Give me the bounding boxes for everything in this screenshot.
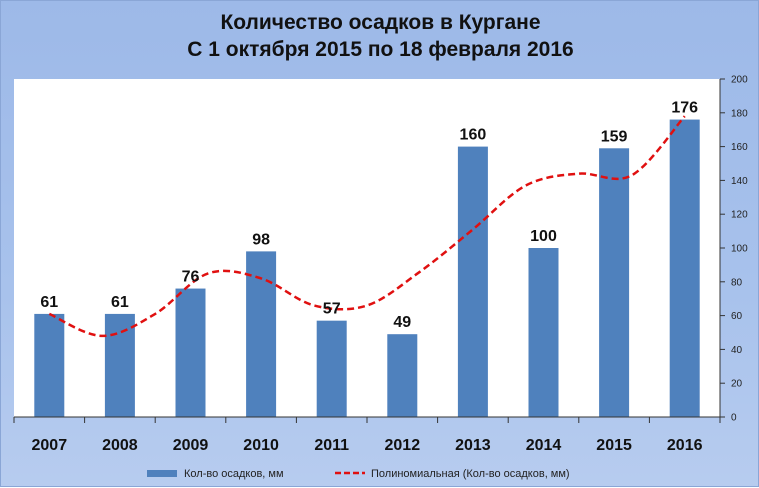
x-tick-label-2009: 2009 — [173, 437, 209, 454]
y-tick-label: 40 — [731, 345, 743, 356]
data-label-2015: 159 — [601, 128, 628, 145]
x-tick-label-2010: 2010 — [243, 437, 279, 454]
chart-title: Количество осадков в Кургане С 1 октября… — [1, 9, 759, 63]
bar-2007 — [34, 313, 65, 417]
data-label-2012: 49 — [393, 314, 411, 331]
chart-title-line-1: Количество осадков в Кургане — [220, 11, 541, 34]
legend: Кол-во осадков, мм Полиномиальная (Кол-во… — [147, 468, 570, 480]
bar-2008 — [104, 313, 135, 417]
bar-2013 — [457, 146, 488, 417]
x-tick-label-2015: 2015 — [596, 437, 632, 454]
trendline — [48, 115, 686, 338]
trendline-group — [48, 115, 686, 338]
bar-2014 — [528, 248, 559, 417]
y-tick-label: 140 — [731, 176, 748, 187]
y-tick-label: 20 — [731, 379, 743, 390]
data-label-2013: 160 — [460, 127, 487, 144]
y-tick-label: 60 — [731, 311, 743, 322]
x-tick-label-2012: 2012 — [385, 437, 421, 454]
x-tick-label-2016: 2016 — [667, 437, 703, 454]
data-label-2016: 176 — [671, 100, 698, 117]
bar-2015 — [599, 148, 630, 418]
x-tick-label-2008: 2008 — [102, 437, 138, 454]
x-tick-label-2013: 2013 — [455, 437, 491, 454]
data-label-2008: 61 — [111, 294, 129, 311]
y-tick-label: 80 — [731, 277, 743, 288]
bar-2012 — [387, 334, 418, 417]
legend-trend-label: Полиномиальная (Кол-во осадков, мм) — [371, 468, 570, 480]
data-label-2011: 57 — [323, 301, 341, 318]
bar-2011 — [316, 320, 347, 417]
legend-bar-swatch — [147, 470, 177, 477]
legend-bar-label: Кол-во осадков, мм — [184, 468, 284, 480]
data-labels-group: 61 61 76 98 57 49 160 100 159 176 — [40, 100, 698, 332]
chart-title-line-2: С 1 октября 2015 по 18 февраля 2016 — [187, 38, 574, 61]
data-label-2014: 100 — [530, 228, 557, 245]
bar-2016 — [669, 119, 700, 417]
data-label-2007: 61 — [40, 294, 58, 311]
bar-2009 — [175, 288, 206, 417]
x-tick-label-2007: 2007 — [32, 437, 68, 454]
bars-group — [34, 119, 700, 418]
x-tick-label-2014: 2014 — [526, 437, 562, 454]
y-tick-label: 180 — [731, 108, 748, 119]
y-tick-label: 0 — [731, 413, 737, 424]
y-tick-label: 160 — [731, 142, 748, 153]
y-tick-label: 100 — [731, 244, 748, 255]
y-tick-label: 200 — [731, 75, 748, 86]
x-tick-label-2011: 2011 — [314, 437, 349, 454]
data-label-2009: 76 — [182, 269, 200, 286]
axes-group: 0 20 40 60 80 100 120 140 160 180 200 2007 2008 2009 2… — [13, 75, 748, 454]
data-label-2010: 98 — [252, 231, 270, 248]
y-tick-label: 120 — [731, 210, 748, 221]
